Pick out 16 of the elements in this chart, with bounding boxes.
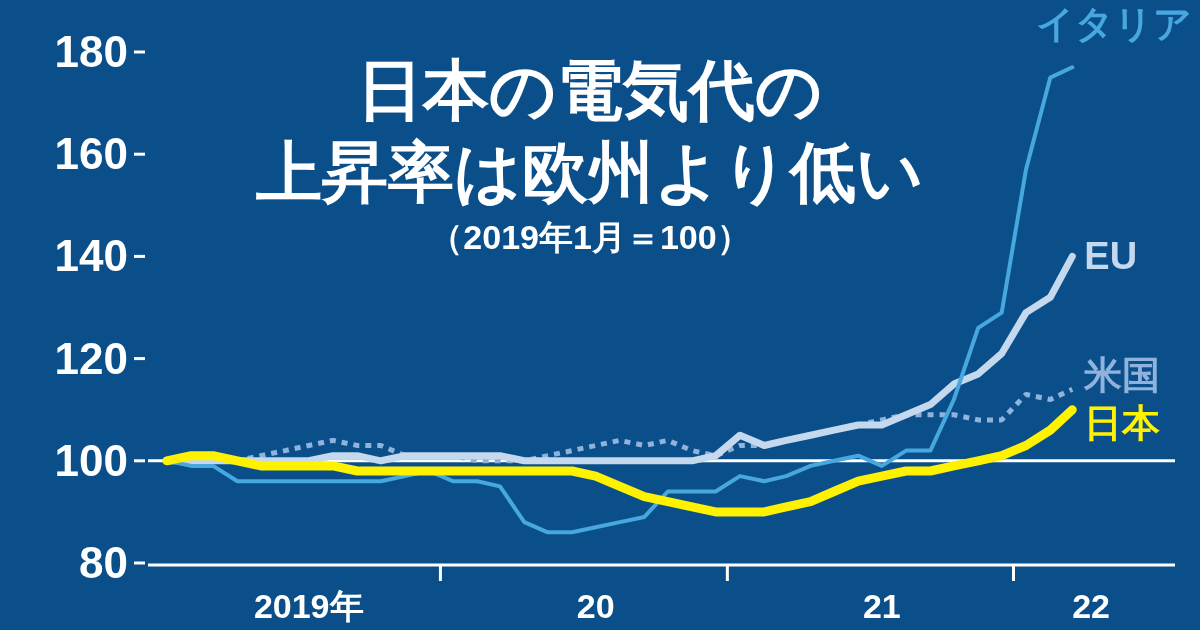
- x-tick-label: 20: [576, 587, 615, 625]
- y-tick-label: 100: [54, 435, 128, 485]
- series-label: イタリア: [1036, 3, 1192, 46]
- series-label: 日本: [1084, 402, 1161, 445]
- x-tick-label: 21: [862, 587, 901, 625]
- y-tick-label: 180: [54, 27, 128, 76]
- text: （2019年1月＝100）: [429, 218, 751, 256]
- series-label: EU: [1084, 235, 1138, 278]
- text: 日本の電気代の上昇率は欧州より低い: [255, 53, 924, 209]
- y-tick-label: 160: [54, 129, 128, 179]
- y-tick-label: 80: [79, 538, 128, 587]
- x-tick-label: 2019年: [253, 587, 364, 625]
- x-tick-label: 22: [1072, 587, 1111, 625]
- y-tick-label: 120: [54, 333, 128, 383]
- y-tick-label: 140: [54, 231, 128, 281]
- series-label: 米国: [1083, 354, 1161, 397]
